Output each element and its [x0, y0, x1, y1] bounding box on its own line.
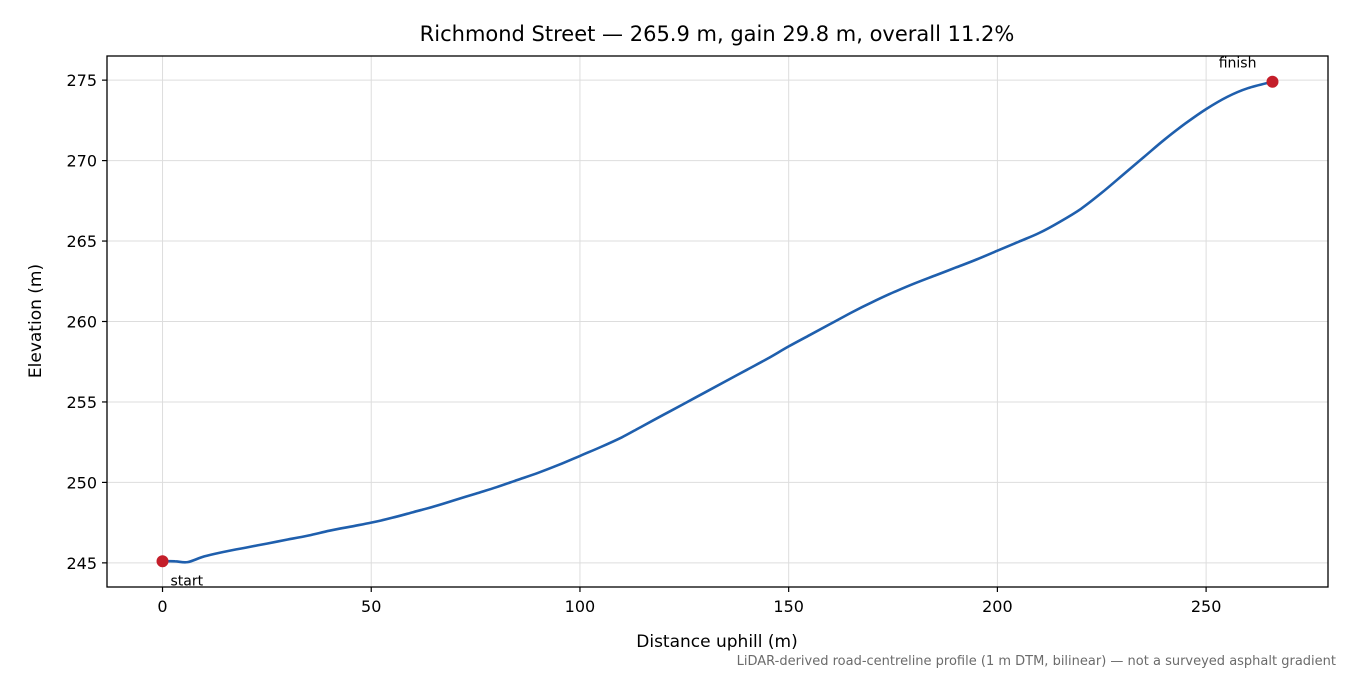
y-axis-label: Elevation (m)	[26, 264, 46, 378]
x-tick-label: 50	[361, 597, 381, 616]
y-tick-label: 265	[66, 232, 97, 251]
x-tick-label: 250	[1191, 597, 1222, 616]
y-tick-label: 250	[66, 473, 97, 492]
x-tick-label: 150	[773, 597, 804, 616]
y-tick-label: 260	[66, 313, 97, 332]
grid	[107, 56, 1328, 587]
finish-label: finish	[1219, 56, 1257, 72]
x-tick-label: 100	[565, 597, 596, 616]
start-label: start	[171, 573, 204, 589]
plot-frame	[106, 55, 1329, 588]
chart-title: Richmond Street — 265.9 m, gain 29.8 m, …	[420, 22, 1015, 46]
elevation-profile-line	[161, 80, 1274, 564]
start-marker	[156, 555, 169, 568]
x-axis-label: Distance uphill (m)	[636, 632, 797, 652]
x-tick-label: 0	[157, 597, 167, 616]
y-tick-label: 255	[66, 393, 97, 412]
data-source-footnote: LiDAR-derived road-centreline profile (1…	[737, 654, 1336, 669]
x-tick-label: 200	[982, 597, 1013, 616]
y-tick-label: 270	[66, 152, 97, 171]
axis-ticks: 0 50 100 150 200 250 245 250 255 260 265 270 275	[66, 71, 1221, 616]
y-tick-label: 245	[66, 554, 97, 573]
y-tick-label: 275	[66, 71, 97, 90]
endpoint-markers: start finish	[156, 56, 1279, 589]
finish-marker	[1266, 75, 1279, 88]
